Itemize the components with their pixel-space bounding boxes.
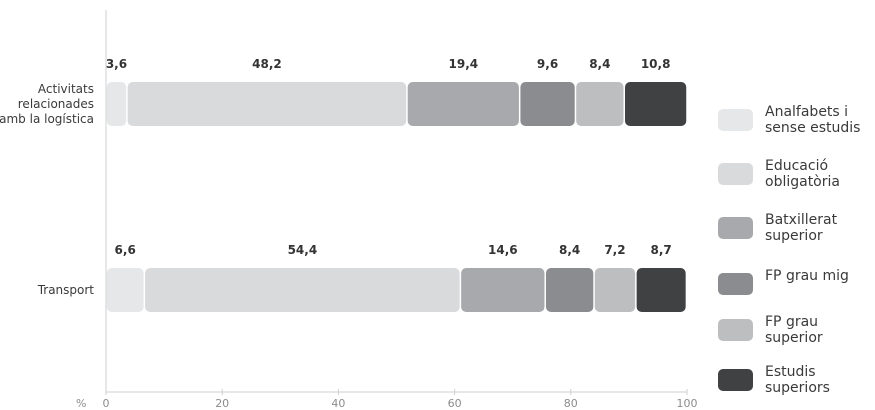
x-tick-label: 60 [448, 397, 462, 410]
bar-segment [127, 82, 407, 126]
bar-segment [407, 82, 519, 126]
bar-segment [636, 268, 686, 312]
data-label: 19,4 [449, 57, 479, 71]
data-label: 9,6 [537, 57, 558, 71]
legend-swatch [718, 319, 753, 341]
bar-segment [576, 82, 624, 126]
legend-label: Batxillerat superior [765, 212, 838, 244]
legend-swatch [718, 163, 753, 185]
legend-item: Educació obligatòria [718, 158, 875, 190]
bar-segment [461, 268, 545, 312]
legend-label: Estudis superiors [765, 364, 830, 396]
legend-label: Educació obligatòria [765, 158, 840, 190]
legend-item: FP grau mig [718, 268, 875, 295]
legend-swatch [718, 369, 753, 391]
bar-segment [545, 268, 594, 312]
data-label: 7,2 [604, 243, 625, 257]
bar-segment [520, 82, 575, 126]
x-tick-label: 20 [215, 397, 229, 410]
data-label: 3,6 [106, 57, 127, 71]
legend-label: FP grau mig [765, 268, 849, 284]
legend-item: FP grau superior [718, 314, 875, 346]
data-label: 10,8 [641, 57, 671, 71]
x-tick-label: 80 [564, 397, 578, 410]
legend-item: Estudis superiors [718, 364, 875, 396]
legend-swatch [718, 273, 753, 295]
category-label: relacionades [18, 97, 94, 111]
bar-segment [106, 82, 127, 126]
bar-segment [145, 268, 460, 312]
unit-label: % [76, 397, 86, 410]
data-label: 48,2 [252, 57, 282, 71]
legend-item: Analfabets i sense estudis [718, 104, 875, 136]
legend-swatch [718, 217, 753, 239]
x-tick-label: 100 [677, 397, 698, 410]
legend-swatch [718, 109, 753, 131]
category-label: Activitats [38, 82, 94, 96]
bar-segment [106, 268, 144, 312]
data-label: 14,6 [488, 243, 518, 257]
bar-segment [594, 268, 636, 312]
x-tick-label: 40 [331, 397, 345, 410]
data-label: 54,4 [288, 243, 318, 257]
data-label: 8,7 [651, 243, 672, 257]
x-tick-label: 0 [103, 397, 110, 410]
legend-item: Batxillerat superior [718, 212, 875, 244]
category-label: amb la logística [0, 112, 94, 126]
bar-segment [625, 82, 687, 126]
legend-label: Analfabets i sense estudis [765, 104, 861, 136]
legend-label: FP grau superior [765, 314, 823, 346]
data-label: 6,6 [115, 243, 136, 257]
data-label: 8,4 [589, 57, 610, 71]
category-label: Transport [37, 283, 95, 297]
data-label: 8,4 [559, 243, 580, 257]
